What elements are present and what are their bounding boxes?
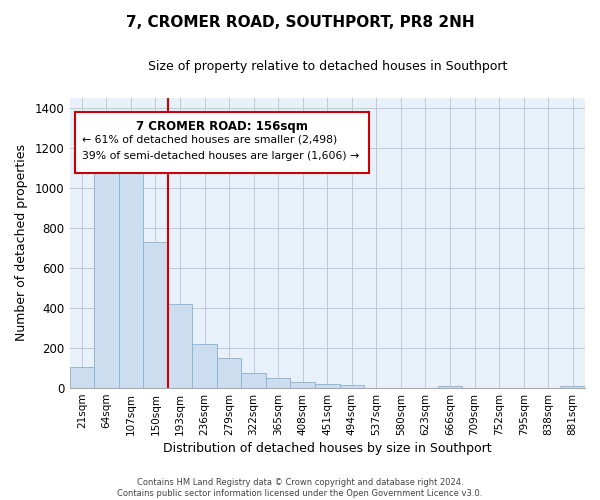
Bar — [340, 386, 364, 388]
Bar — [438, 386, 462, 388]
Bar — [70, 366, 94, 388]
FancyBboxPatch shape — [75, 112, 368, 174]
Bar — [560, 386, 585, 388]
Title: Size of property relative to detached houses in Southport: Size of property relative to detached ho… — [148, 60, 507, 73]
Text: Contains HM Land Registry data © Crown copyright and database right 2024.
Contai: Contains HM Land Registry data © Crown c… — [118, 478, 482, 498]
Bar — [266, 378, 290, 388]
Bar — [143, 242, 168, 388]
Bar — [217, 358, 241, 388]
Bar — [119, 156, 143, 388]
Text: 7 CROMER ROAD: 156sqm: 7 CROMER ROAD: 156sqm — [136, 120, 308, 132]
Bar — [192, 344, 217, 388]
Bar — [94, 156, 119, 388]
Text: ← 61% of detached houses are smaller (2,498): ← 61% of detached houses are smaller (2,… — [82, 134, 338, 144]
Text: 7, CROMER ROAD, SOUTHPORT, PR8 2NH: 7, CROMER ROAD, SOUTHPORT, PR8 2NH — [125, 15, 475, 30]
X-axis label: Distribution of detached houses by size in Southport: Distribution of detached houses by size … — [163, 442, 491, 455]
Bar — [168, 304, 192, 388]
Bar — [315, 384, 340, 388]
Bar — [241, 373, 266, 388]
Y-axis label: Number of detached properties: Number of detached properties — [15, 144, 28, 342]
Text: 39% of semi-detached houses are larger (1,606) →: 39% of semi-detached houses are larger (… — [82, 152, 359, 162]
Bar — [290, 382, 315, 388]
